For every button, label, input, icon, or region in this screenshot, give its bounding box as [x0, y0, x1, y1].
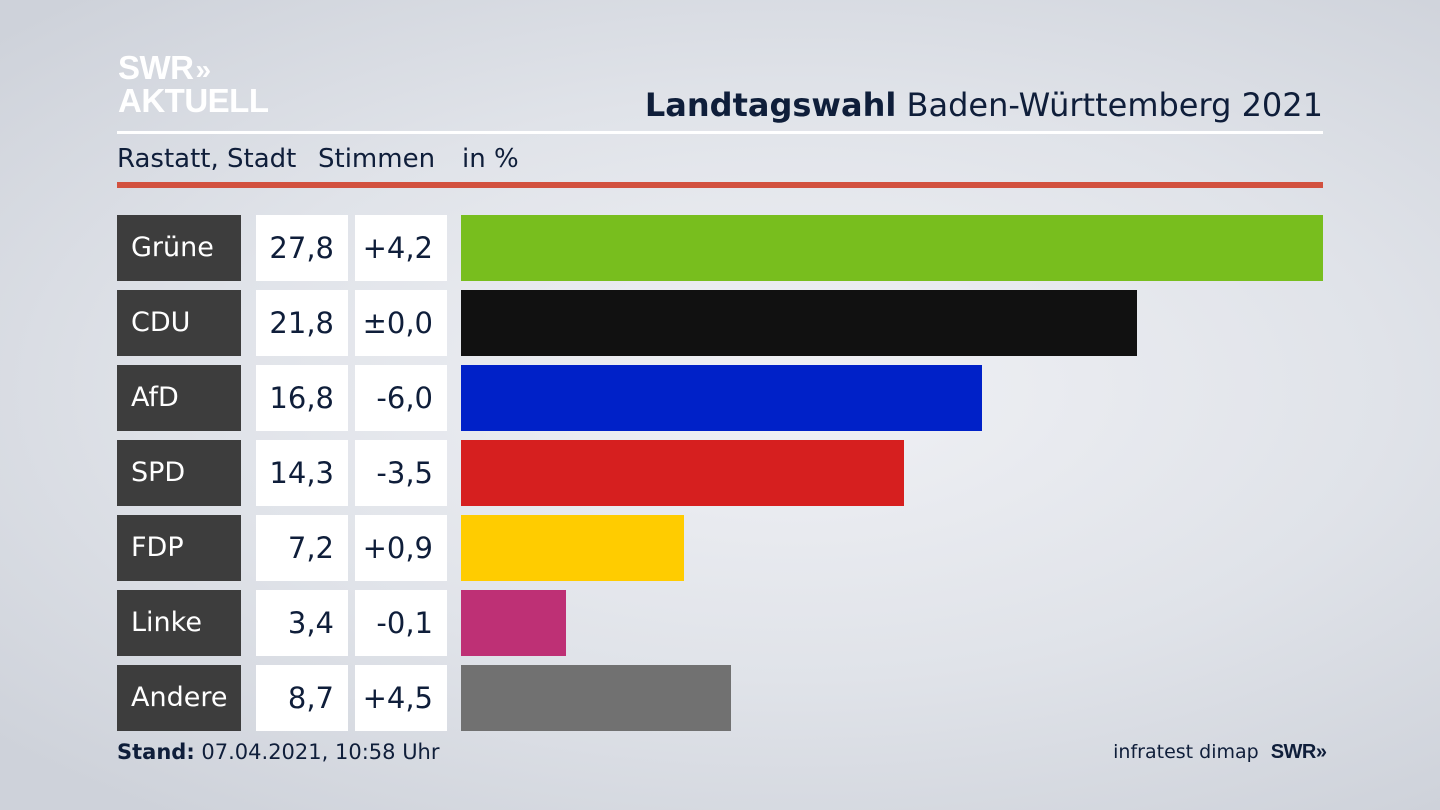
logo-swr-text: SWR: [118, 49, 194, 86]
logo-aktuell-text: AKTUELL: [118, 82, 269, 119]
vote-change-value: -3,5: [355, 440, 447, 506]
result-bar: [461, 215, 1323, 281]
source-label: infratest dimap: [1113, 741, 1259, 763]
stand-label: Stand:: [117, 740, 195, 764]
vote-change-value: -6,0: [355, 365, 447, 431]
result-bar: [461, 590, 566, 656]
result-row: AfD 16,8 -6,0: [117, 365, 1323, 431]
result-row: CDU 21,8 ±0,0: [117, 290, 1323, 356]
region-label: Rastatt, Stadt: [117, 144, 297, 174]
votes-column-label: Stimmen: [318, 144, 436, 174]
result-row: SPD 14,3 -3,5: [117, 440, 1323, 506]
stand-value: 07.04.2021, 10:58 Uhr: [201, 740, 440, 764]
logo-chevron-icon: »: [195, 54, 211, 85]
chart-title: Landtagswahl Baden-Württemberg 2021: [645, 86, 1323, 124]
vote-share-value: 14,3: [256, 440, 348, 506]
vote-share-value: 7,2: [256, 515, 348, 581]
vote-share-value: 27,8: [256, 215, 348, 281]
swr-footer-text: SWR: [1270, 741, 1317, 763]
result-bar: [461, 515, 684, 581]
title-bold: Landtagswahl: [644, 86, 897, 124]
result-bar: [461, 290, 1137, 356]
vote-change-value: +0,9: [355, 515, 447, 581]
swr-aktuell-logo: SWR» AKTUELL: [118, 49, 269, 119]
vote-share-value: 16,8: [256, 365, 348, 431]
party-label: FDP: [117, 515, 241, 581]
party-label: AfD: [117, 365, 241, 431]
title-rest: Baden-Württemberg 2021: [906, 86, 1324, 124]
result-row: Grüne 27,8 +4,2: [117, 215, 1323, 281]
unit-column-label: in %: [462, 144, 519, 174]
party-label: SPD: [117, 440, 241, 506]
timestamp: Stand: 07.04.2021, 10:58 Uhr: [117, 740, 440, 764]
vote-change-value: +4,5: [355, 665, 447, 731]
party-label: Linke: [117, 590, 241, 656]
result-row: Linke 3,4 -0,1: [117, 590, 1323, 656]
vote-share-value: 8,7: [256, 665, 348, 731]
result-bar: [461, 665, 731, 731]
vote-change-value: ±0,0: [355, 290, 447, 356]
vote-share-value: 21,8: [256, 290, 348, 356]
header-divider: [117, 131, 1323, 134]
party-label: Andere: [117, 665, 241, 731]
swr-footer-logo: SWR»: [1270, 741, 1327, 763]
result-bar: [461, 440, 904, 506]
footer-chevron-icon: »: [1315, 741, 1327, 763]
vote-share-value: 3,4: [256, 590, 348, 656]
source-credit: infratest dimap SWR»: [1113, 741, 1327, 764]
vote-change-value: +4,2: [355, 215, 447, 281]
result-row: Andere 8,7 +4,5: [117, 665, 1323, 731]
result-row: FDP 7,2 +0,9: [117, 515, 1323, 581]
party-label: CDU: [117, 290, 241, 356]
party-label: Grüne: [117, 215, 241, 281]
result-bar: [461, 365, 982, 431]
accent-divider: [117, 182, 1323, 188]
vote-change-value: -0,1: [355, 590, 447, 656]
